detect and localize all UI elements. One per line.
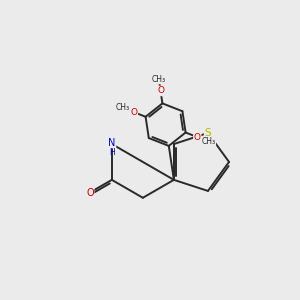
Text: O: O: [86, 188, 94, 198]
Text: H: H: [109, 148, 115, 157]
Text: O: O: [157, 86, 164, 95]
Text: O: O: [130, 108, 137, 117]
Text: S: S: [205, 128, 211, 138]
Text: CH₃: CH₃: [201, 137, 215, 146]
Text: N: N: [108, 137, 116, 148]
Text: CH₃: CH₃: [116, 103, 130, 112]
Text: O: O: [194, 133, 201, 142]
Text: CH₃: CH₃: [152, 75, 166, 84]
